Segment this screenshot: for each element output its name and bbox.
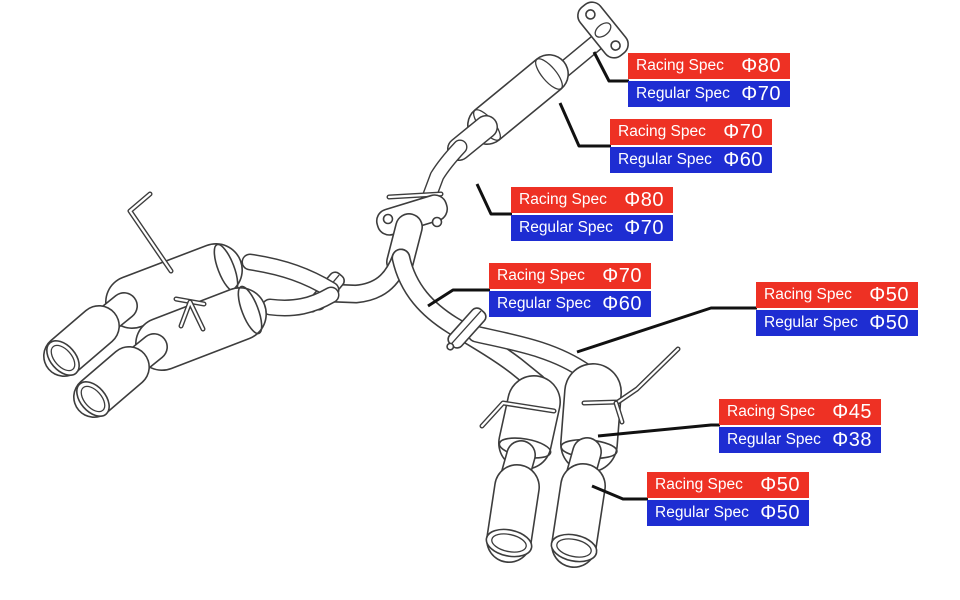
regular-spec-row: Regular Spec Φ70: [511, 215, 673, 241]
racing-spec-row: Racing Spec Φ70: [489, 263, 651, 289]
racing-spec-row: Racing Spec Φ80: [628, 53, 790, 79]
racing-spec-label: Racing Spec: [497, 267, 585, 285]
callout-rear-pipe: Racing Spec Φ50 Regular Spec Φ50: [756, 282, 918, 336]
regular-spec-value: Φ50: [760, 502, 800, 524]
callout-y-pipe: Racing Spec Φ70 Regular Spec Φ60: [489, 263, 651, 317]
racing-spec-row: Racing Spec Φ70: [610, 119, 772, 145]
regular-spec-label: Regular Spec: [497, 295, 591, 313]
racing-spec-row: Racing Spec Φ45: [719, 399, 881, 425]
racing-spec-value: Φ80: [741, 55, 781, 77]
regular-spec-label: Regular Spec: [636, 85, 730, 103]
regular-spec-row: Regular Spec Φ38: [719, 427, 881, 453]
regular-spec-label: Regular Spec: [764, 314, 858, 332]
racing-spec-value: Φ70: [602, 265, 642, 287]
regular-spec-value: Φ70: [741, 83, 781, 105]
racing-spec-label: Racing Spec: [636, 57, 724, 75]
hanger-rod: [479, 346, 681, 429]
regular-spec-value: Φ60: [602, 293, 642, 315]
racing-spec-label: Racing Spec: [655, 476, 743, 494]
racing-spec-label: Racing Spec: [618, 123, 706, 141]
callout-rear-muffler: Racing Spec Φ45 Regular Spec Φ38: [719, 399, 881, 453]
racing-spec-value: Φ80: [624, 189, 664, 211]
callout-front-pipe: Racing Spec Φ80 Regular Spec Φ70: [628, 53, 790, 107]
racing-spec-row: Racing Spec Φ50: [756, 282, 918, 308]
regular-spec-label: Regular Spec: [727, 431, 821, 449]
regular-spec-value: Φ38: [832, 429, 872, 451]
racing-spec-value: Φ70: [723, 121, 763, 143]
regular-spec-value: Φ60: [723, 149, 763, 171]
hanger-rod: [127, 191, 207, 332]
regular-spec-row: Regular Spec Φ60: [489, 291, 651, 317]
regular-spec-row: Regular Spec Φ50: [647, 500, 809, 526]
racing-spec-label: Racing Spec: [727, 403, 815, 421]
racing-spec-value: Φ50: [869, 284, 909, 306]
regular-spec-row: Regular Spec Φ60: [610, 147, 772, 173]
regular-spec-row: Regular Spec Φ70: [628, 81, 790, 107]
inlet-flange: [577, 1, 629, 59]
regular-spec-value: Φ70: [624, 217, 664, 239]
left-muffler-assembly: [43, 191, 340, 418]
leader-lines: [427, 51, 757, 501]
callout-muffler-tip: Racing Spec Φ50 Regular Spec Φ50: [647, 472, 809, 526]
band-clamp-right: [446, 307, 487, 351]
racing-spec-label: Racing Spec: [519, 191, 607, 209]
regular-spec-value: Φ50: [869, 312, 909, 334]
racing-spec-row: Racing Spec Φ80: [511, 187, 673, 213]
callout-mid-pipe: Racing Spec Φ80 Regular Spec Φ70: [511, 187, 673, 241]
racing-spec-value: Φ45: [832, 401, 872, 423]
right-muffler-assembly: [479, 346, 681, 568]
regular-spec-label: Regular Spec: [655, 504, 749, 522]
front-pipe-section: [375, 1, 629, 236]
callout-resonator: Racing Spec Φ70 Regular Spec Φ60: [610, 119, 772, 173]
racing-spec-label: Racing Spec: [764, 286, 852, 304]
regular-spec-row: Regular Spec Φ50: [756, 310, 918, 336]
racing-spec-value: Φ50: [760, 474, 800, 496]
racing-spec-row: Racing Spec Φ50: [647, 472, 809, 498]
regular-spec-label: Regular Spec: [519, 219, 613, 237]
regular-spec-label: Regular Spec: [618, 151, 712, 169]
